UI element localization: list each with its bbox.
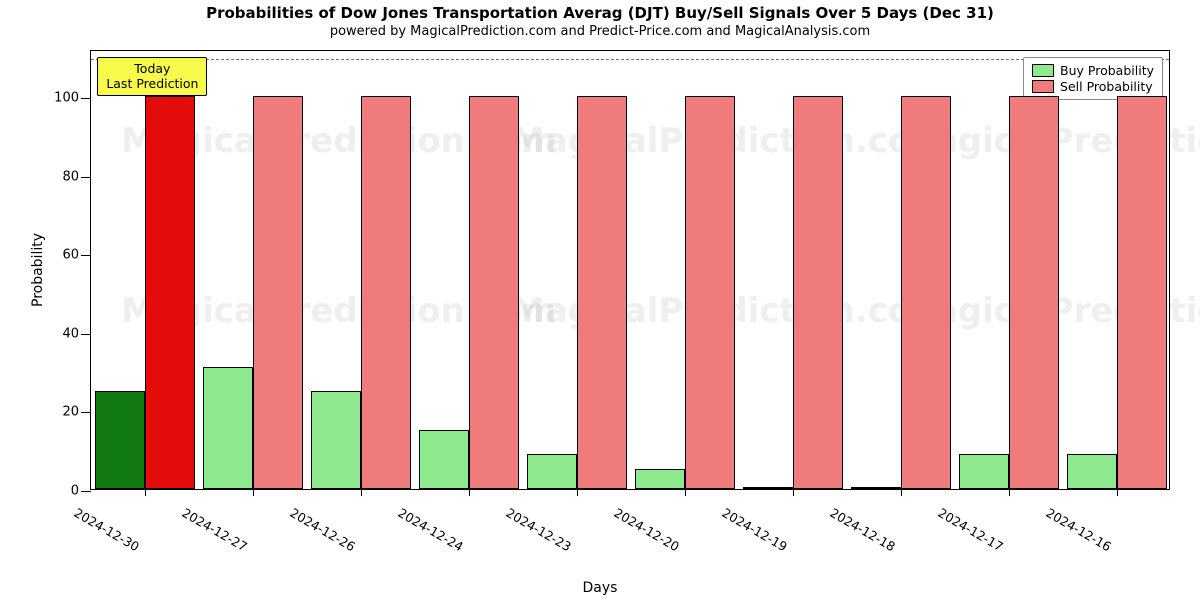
chart-title: Probabilities of Dow Jones Transportatio… (0, 4, 1200, 22)
x-tick-label: 2024-12-27 (180, 505, 250, 554)
x-axis-label: Days (583, 580, 618, 596)
y-tick-label: 80 (62, 169, 79, 184)
buy-bar (419, 430, 469, 489)
y-tick (81, 412, 91, 413)
x-tick (901, 489, 902, 496)
x-tick-label: 2024-12-18 (828, 505, 898, 554)
x-tick (1117, 489, 1118, 496)
chart-subtitle: powered by MagicalPrediction.com and Pre… (0, 24, 1200, 39)
y-tick (81, 255, 91, 256)
buy-bar (203, 367, 253, 489)
x-tick-label: 2024-12-16 (1044, 505, 1114, 554)
sell-bar (361, 96, 411, 489)
y-tick-label: 60 (62, 248, 79, 263)
x-tick (361, 489, 362, 496)
x-tick (1009, 489, 1010, 496)
x-tick (685, 489, 686, 496)
sell-bar (145, 96, 195, 489)
buy-bar (311, 391, 361, 489)
y-tick (81, 98, 91, 99)
x-tick-label: 2024-12-17 (936, 505, 1006, 554)
chart-container: Probabilities of Dow Jones Transportatio… (0, 0, 1200, 600)
x-tick (793, 489, 794, 496)
buy-bar (527, 454, 577, 489)
sell-bar (793, 96, 843, 489)
sell-bar (685, 96, 735, 489)
sell-bar (577, 96, 627, 489)
x-tick (253, 489, 254, 496)
sell-bar (469, 96, 519, 489)
y-tick (81, 334, 91, 335)
x-tick-label: 2024-12-30 (72, 505, 142, 554)
buy-bar (851, 487, 901, 489)
buy-bar (1067, 454, 1117, 489)
buy-bar (959, 454, 1009, 489)
y-axis-label: Probability (30, 233, 46, 307)
sell-bar (1009, 96, 1059, 489)
x-tick-label: 2024-12-23 (504, 505, 574, 554)
sell-bar (901, 96, 951, 489)
plot-area: MagicalPrediction.com MagicalPrediction.… (90, 50, 1170, 490)
bars-layer (91, 51, 1169, 489)
x-tick (145, 489, 146, 496)
y-tick-label: 100 (54, 91, 79, 106)
y-tick (81, 491, 91, 492)
y-tick-label: 40 (62, 326, 79, 341)
x-tick-label: 2024-12-20 (612, 505, 682, 554)
x-tick (577, 489, 578, 496)
title-block: Probabilities of Dow Jones Transportatio… (0, 0, 1200, 39)
y-tick-label: 20 (62, 405, 79, 420)
buy-bar (743, 487, 793, 489)
sell-bar (1117, 96, 1167, 489)
x-tick-label: 2024-12-19 (720, 505, 790, 554)
x-tick-label: 2024-12-26 (288, 505, 358, 554)
sell-bar (253, 96, 303, 489)
x-tick-label: 2024-12-24 (396, 505, 466, 554)
buy-bar (95, 391, 145, 489)
y-tick (81, 177, 91, 178)
x-tick (469, 489, 470, 496)
buy-bar (635, 469, 685, 489)
y-tick-label: 0 (71, 484, 79, 499)
